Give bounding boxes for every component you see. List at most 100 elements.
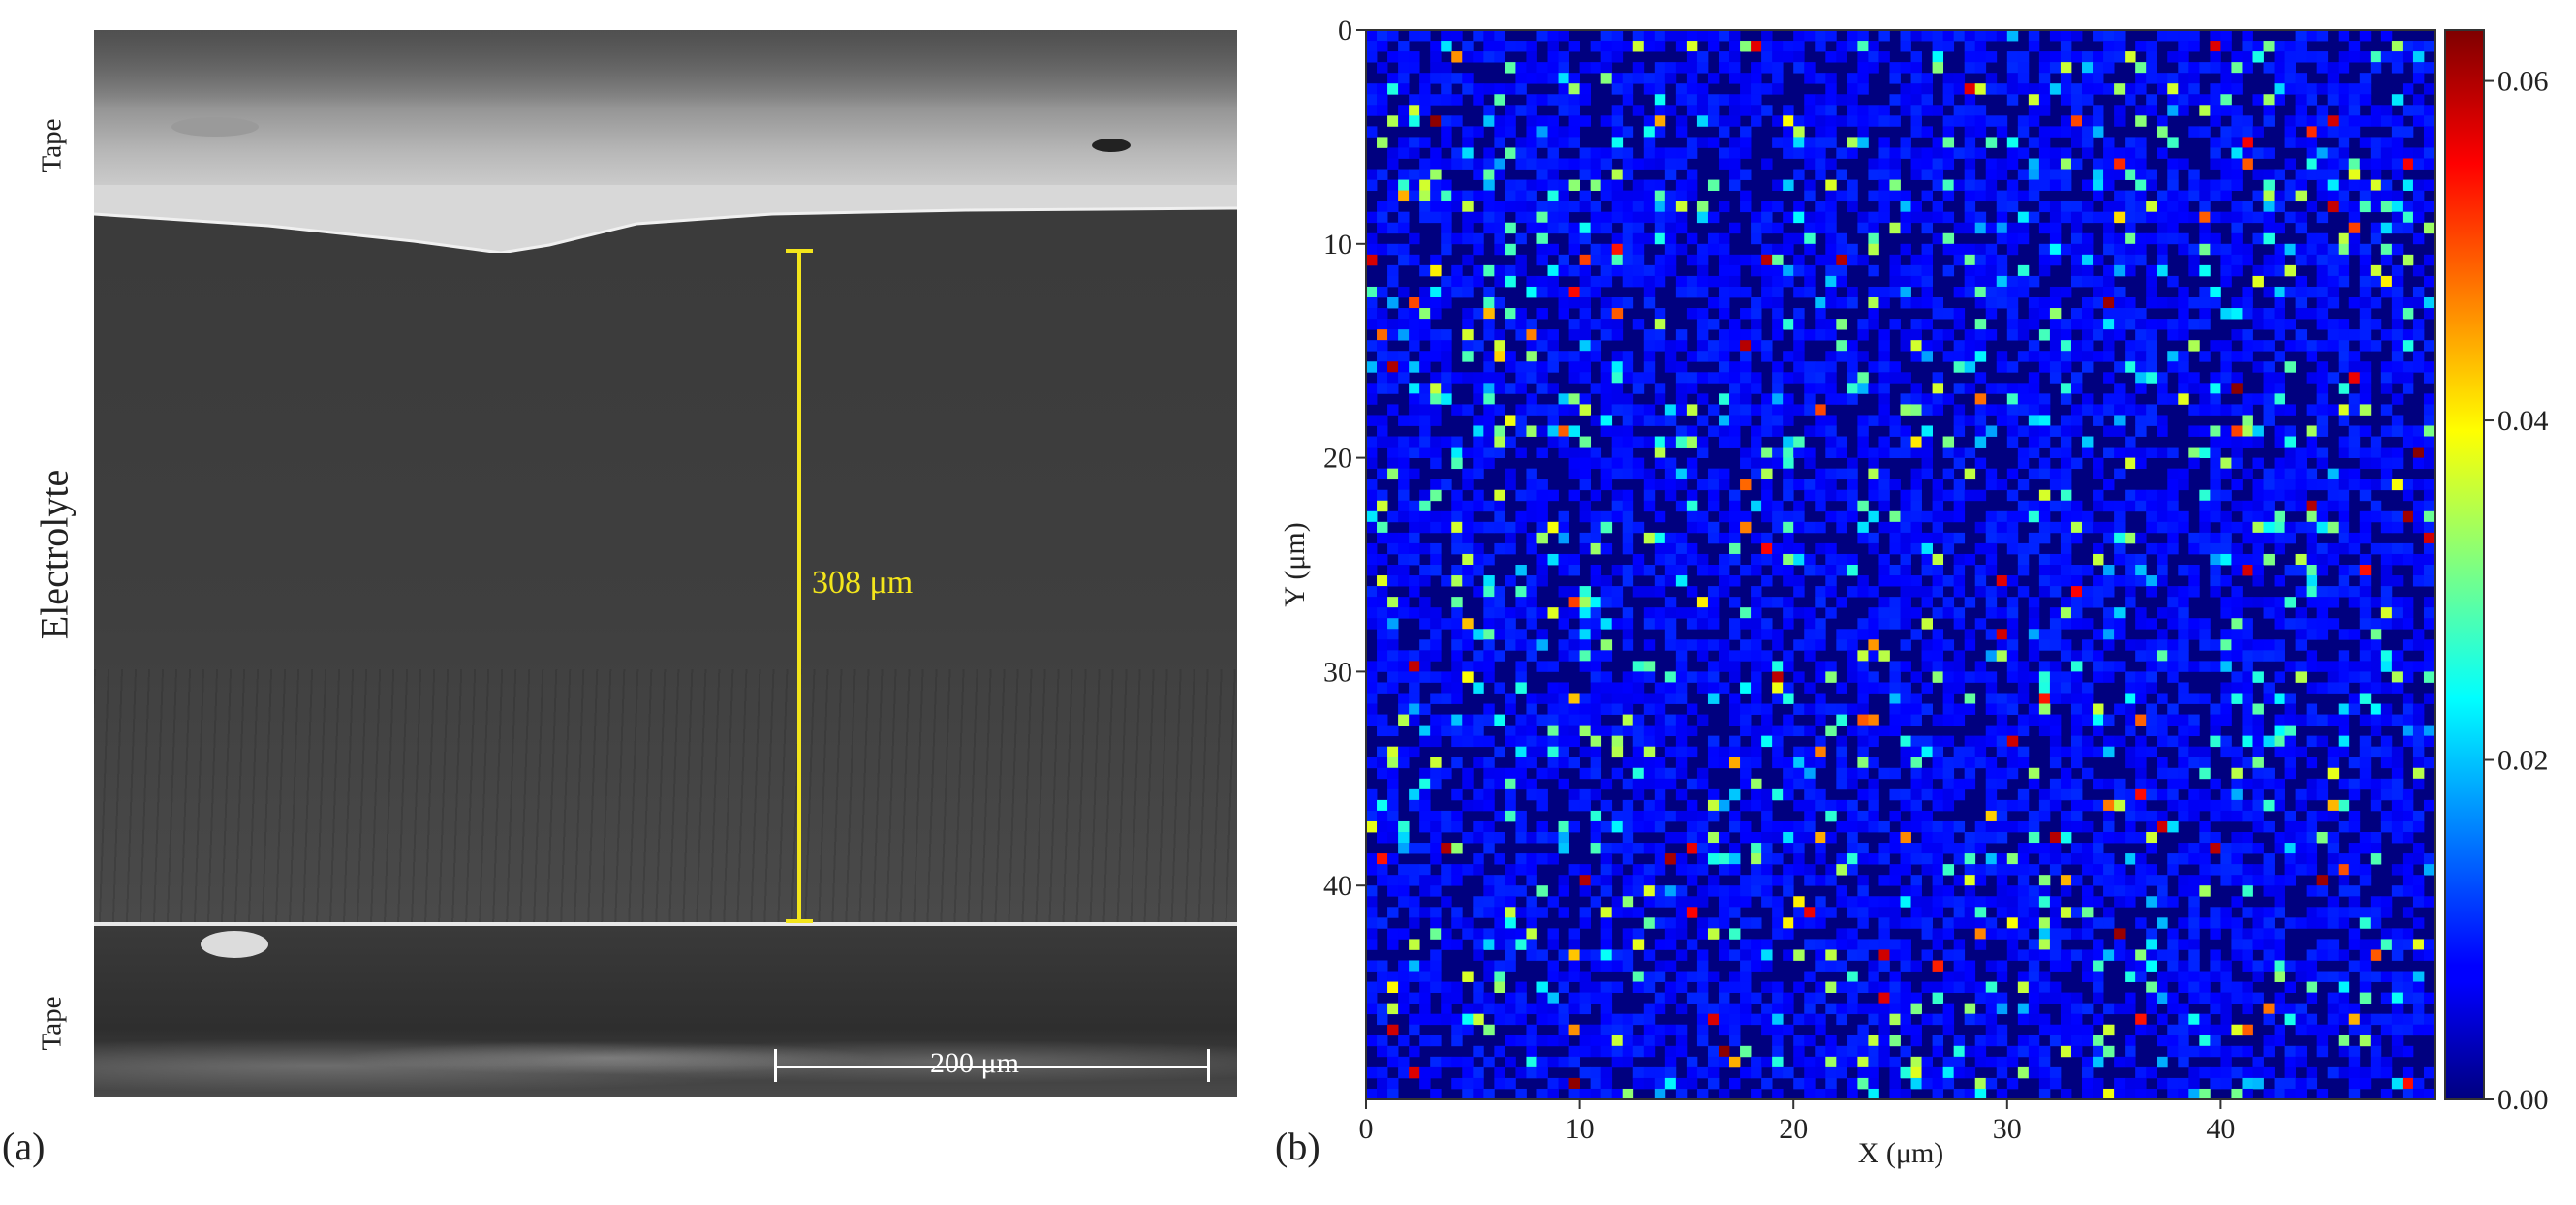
heatmap-cell bbox=[2274, 489, 2285, 502]
heatmap-cell bbox=[1558, 201, 1569, 213]
heatmap-cell bbox=[1515, 661, 1527, 672]
heatmap-cell bbox=[2028, 639, 2040, 651]
heatmap-cell bbox=[1398, 319, 1410, 330]
heatmap-cell bbox=[2167, 853, 2179, 865]
heatmap-cell bbox=[2252, 275, 2264, 288]
heatmap-cell bbox=[2359, 864, 2372, 876]
heatmap-cell bbox=[1675, 832, 1688, 844]
heatmap-cell bbox=[1889, 521, 1901, 534]
heatmap-cell bbox=[1568, 489, 1580, 502]
heatmap-cell bbox=[1900, 864, 1911, 876]
heatmap-cell bbox=[2038, 565, 2051, 576]
heatmap-cell bbox=[1707, 521, 1720, 534]
heatmap-cell bbox=[2125, 746, 2136, 758]
heatmap-cell bbox=[2188, 372, 2200, 384]
heatmap-cell bbox=[2103, 351, 2115, 362]
heatmap-cell bbox=[1836, 436, 1847, 448]
heatmap-cell bbox=[1473, 372, 1484, 384]
heatmap-cell bbox=[1664, 243, 1677, 256]
heatmap-cell bbox=[1921, 30, 1933, 42]
heatmap-cell bbox=[2423, 62, 2436, 74]
heatmap-cell bbox=[2316, 586, 2329, 598]
heatmap-cell bbox=[1462, 190, 1474, 202]
heatmap-cell bbox=[1409, 62, 1420, 74]
heatmap-cell bbox=[2017, 275, 2030, 288]
heatmap-cell bbox=[2178, 361, 2189, 373]
heatmap-cell bbox=[1558, 286, 1569, 298]
heatmap-cell bbox=[2167, 232, 2179, 245]
heatmap-cell bbox=[2028, 115, 2040, 127]
heatmap-cell bbox=[2167, 447, 2179, 458]
heatmap-cell bbox=[2135, 810, 2147, 822]
heatmap-cell bbox=[1878, 500, 1890, 512]
heatmap-cell bbox=[1996, 169, 2008, 180]
heatmap-cell bbox=[1878, 351, 1890, 362]
heatmap-cell bbox=[1526, 864, 1537, 876]
heatmap-cell bbox=[2359, 757, 2372, 769]
heatmap-cell bbox=[2178, 308, 2189, 320]
heatmap-cell bbox=[1964, 169, 1976, 180]
heatmap-cell bbox=[1793, 372, 1805, 384]
heatmap-cell bbox=[1953, 254, 1966, 266]
heatmap-cell bbox=[2402, 832, 2414, 844]
heatmap-cell bbox=[1611, 843, 1624, 854]
heatmap-cell bbox=[1441, 297, 1452, 309]
heatmap-cell bbox=[2391, 275, 2404, 288]
heatmap-cell bbox=[1590, 565, 1602, 576]
heatmap-cell bbox=[1815, 714, 1826, 726]
heatmap-cell bbox=[2082, 565, 2094, 576]
heatmap-cell bbox=[1483, 404, 1495, 416]
heatmap-cell bbox=[1804, 650, 1816, 662]
heatmap-cell bbox=[2263, 393, 2275, 405]
heatmap-cell bbox=[2391, 211, 2404, 224]
heatmap-cell bbox=[1707, 532, 1720, 544]
heatmap-cell bbox=[1740, 714, 1752, 726]
heatmap-cell bbox=[1526, 393, 1537, 405]
heatmap-cell bbox=[2125, 586, 2136, 598]
heatmap-cell bbox=[1505, 383, 1516, 394]
heatmap-cell bbox=[1387, 618, 1399, 630]
heatmap-cell bbox=[1600, 820, 1613, 833]
heatmap-cell bbox=[1515, 62, 1527, 74]
heatmap-cell bbox=[1921, 597, 1933, 608]
heatmap-cell bbox=[1729, 179, 1741, 191]
heatmap-cell bbox=[1783, 457, 1794, 470]
heatmap-cell bbox=[2135, 201, 2147, 213]
heatmap-cell bbox=[1473, 190, 1484, 202]
heatmap-cell bbox=[2423, 799, 2436, 812]
heatmap-cell bbox=[2114, 83, 2126, 95]
heatmap-cell bbox=[2274, 393, 2285, 405]
heatmap-cell bbox=[1536, 126, 1548, 138]
heatmap-cell bbox=[1751, 319, 1762, 330]
heatmap-cell bbox=[1857, 126, 1869, 138]
heatmap-cell bbox=[1643, 211, 1656, 224]
heatmap-cell bbox=[1974, 832, 1987, 844]
heatmap-cell bbox=[2306, 510, 2318, 523]
heatmap-cell bbox=[2295, 671, 2308, 683]
heatmap-cell bbox=[1910, 468, 1922, 480]
heatmap-cell bbox=[1793, 319, 1805, 330]
heatmap-cell bbox=[2380, 361, 2393, 373]
heatmap-cell bbox=[1398, 51, 1410, 63]
heatmap-cell bbox=[2210, 147, 2221, 159]
heatmap-cell bbox=[1857, 222, 1869, 234]
heatmap-cell bbox=[2370, 222, 2382, 234]
heatmap-cell bbox=[1366, 286, 1378, 298]
heatmap-cell bbox=[2178, 211, 2189, 224]
heatmap-cell bbox=[2391, 778, 2404, 790]
heatmap-cell bbox=[2348, 361, 2361, 373]
heatmap-cell bbox=[1740, 650, 1752, 662]
heatmap-cell bbox=[2316, 404, 2329, 416]
heatmap-cell bbox=[1729, 254, 1741, 266]
heatmap-cell bbox=[1729, 757, 1741, 769]
heatmap-cell bbox=[1494, 746, 1505, 758]
heatmap-cell bbox=[2423, 671, 2436, 683]
heatmap-cell bbox=[1643, 361, 1656, 373]
heatmap-cell bbox=[2038, 575, 2051, 587]
heatmap-cell bbox=[1483, 351, 1495, 362]
heatmap-cell bbox=[1526, 532, 1537, 544]
heatmap-cell bbox=[1409, 875, 1420, 886]
heatmap-cell bbox=[1643, 158, 1656, 170]
heatmap-cell bbox=[1718, 329, 1730, 341]
heatmap-cell bbox=[1494, 447, 1505, 458]
